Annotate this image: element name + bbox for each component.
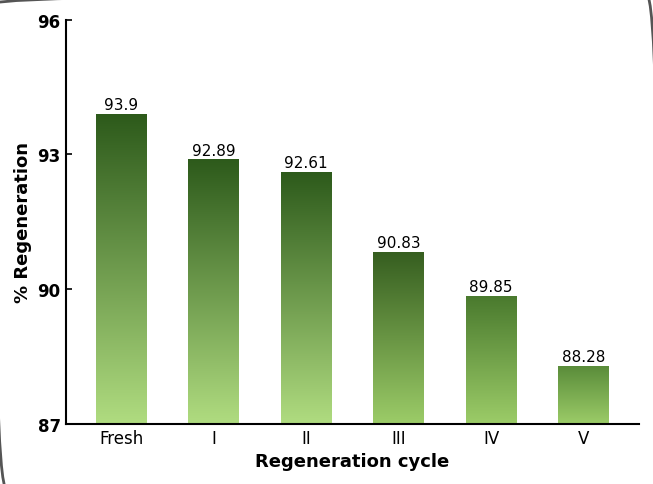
Text: 93.9: 93.9	[104, 98, 138, 113]
Text: 90.83: 90.83	[377, 236, 421, 251]
X-axis label: Regeneration cycle: Regeneration cycle	[255, 452, 449, 470]
Y-axis label: % Regeneration: % Regeneration	[14, 142, 32, 302]
Text: 88.28: 88.28	[562, 350, 605, 365]
Text: 92.89: 92.89	[192, 143, 235, 158]
Text: 92.61: 92.61	[284, 156, 328, 171]
Text: 89.85: 89.85	[470, 279, 513, 294]
